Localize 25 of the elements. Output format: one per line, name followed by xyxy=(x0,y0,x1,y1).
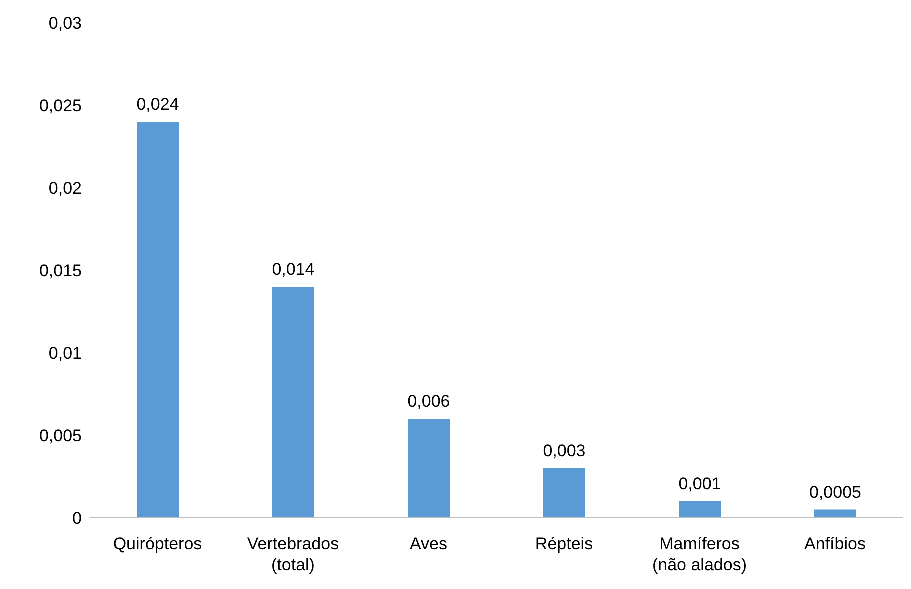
data-label: 0,006 xyxy=(408,392,450,411)
y-tick-label: 0,015 xyxy=(39,262,82,281)
bar xyxy=(408,419,450,518)
bar xyxy=(272,287,314,518)
data-label: 0,003 xyxy=(543,442,586,460)
y-tick-label: 0,02 xyxy=(48,179,82,198)
data-label: 0,024 xyxy=(136,95,180,114)
bar xyxy=(679,502,721,518)
y-tick-label: 0,01 xyxy=(48,344,82,364)
bar xyxy=(544,468,586,518)
bar xyxy=(814,510,856,518)
data-label: 0,014 xyxy=(272,260,315,279)
x-tick-label: Aves xyxy=(410,534,448,554)
bar xyxy=(137,122,179,518)
data-label: 0,001 xyxy=(678,474,722,494)
x-tick-label: Répteis xyxy=(535,534,594,554)
y-tick-label: 0,025 xyxy=(39,96,82,116)
x-tick-label: Anfíbios xyxy=(804,534,866,554)
y-tick-label: 0 xyxy=(72,509,82,528)
x-tick-label: Quirópteros xyxy=(113,534,202,554)
x-tick-label: Vertebrados (total) xyxy=(247,534,340,575)
y-tick-label: 0,005 xyxy=(39,426,82,446)
data-label: 0,0005 xyxy=(810,482,862,502)
y-tick-label: 0,03 xyxy=(48,14,82,34)
x-tick-label: Mamíferos (não alados) xyxy=(652,534,748,575)
